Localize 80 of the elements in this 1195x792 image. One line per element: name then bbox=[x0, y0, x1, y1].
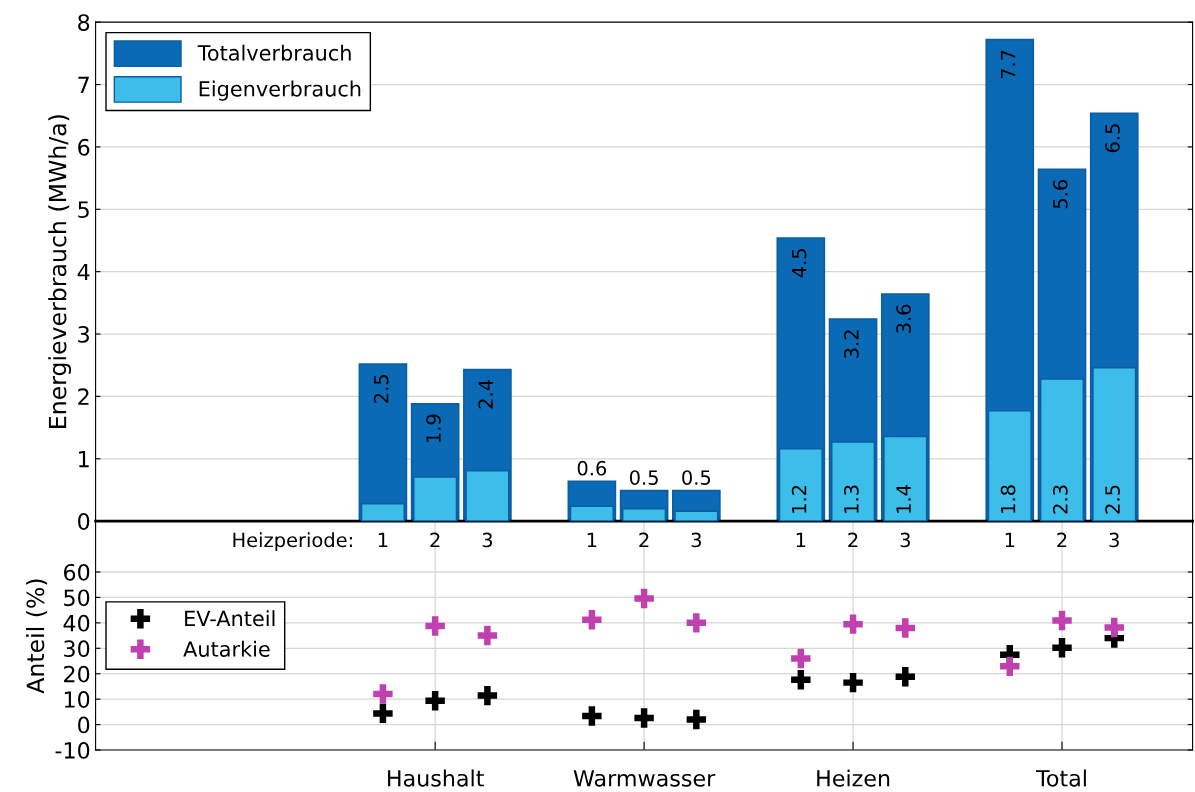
data-label: 4.5 bbox=[792, 249, 807, 278]
point bbox=[477, 625, 498, 646]
point bbox=[373, 684, 393, 704]
point bbox=[895, 618, 916, 638]
point bbox=[895, 667, 916, 687]
x-tick-label: 3 bbox=[1109, 532, 1119, 548]
point bbox=[634, 708, 654, 728]
y-axis-title: Energieverbrauch (MWh/a) bbox=[48, 115, 72, 428]
point bbox=[425, 616, 445, 636]
x-tick-label: 2 bbox=[430, 532, 440, 548]
y-tick-label: -10 bbox=[55, 741, 90, 759]
y-tick-label: 20 bbox=[64, 665, 90, 683]
data-label: 0.5 bbox=[629, 470, 658, 485]
data-label: 1.2 bbox=[791, 485, 807, 513]
data-label: 3.6 bbox=[896, 304, 911, 333]
y-tick-label: 6 bbox=[78, 138, 90, 156]
point bbox=[791, 670, 811, 690]
data-label: 0.5 bbox=[682, 470, 711, 485]
y-tick-label: 10 bbox=[64, 691, 90, 708]
y-tick-label: 30 bbox=[64, 640, 90, 658]
point bbox=[582, 706, 602, 726]
y-tick-label: 40 bbox=[63, 614, 90, 632]
data-label: 1.4 bbox=[896, 485, 911, 513]
point bbox=[373, 703, 393, 724]
data-label: 7.7 bbox=[1000, 50, 1016, 79]
x-tick-label: 2 bbox=[1057, 532, 1067, 548]
y-tick-label: 1 bbox=[79, 451, 89, 468]
point bbox=[582, 610, 602, 630]
point bbox=[791, 648, 811, 669]
data-label: 2.4 bbox=[478, 380, 493, 409]
x-tick-label: Haushalt bbox=[388, 769, 484, 787]
data-label: 2.5 bbox=[1105, 485, 1120, 514]
y-tick-label: 2 bbox=[78, 388, 89, 405]
x-tick-label: Total bbox=[1036, 769, 1086, 787]
point bbox=[425, 690, 445, 711]
point bbox=[843, 672, 863, 693]
y-tick-label: 5 bbox=[78, 201, 89, 219]
x-tick-label: 2 bbox=[848, 532, 858, 548]
point bbox=[634, 588, 654, 609]
x-tick-label: Warmwasser bbox=[573, 770, 716, 787]
legend-label: Eigenverbrauch bbox=[199, 80, 361, 101]
data-label: 1.9 bbox=[426, 414, 441, 443]
legend-label: EV-Anteil bbox=[185, 610, 275, 627]
data-label: 6.5 bbox=[1105, 124, 1120, 153]
x-tick-label: 1 bbox=[378, 532, 388, 548]
x-tick-label: Heizen bbox=[817, 769, 890, 787]
data-label: 5.6 bbox=[1052, 179, 1068, 209]
point bbox=[686, 709, 707, 730]
y-tick-label: 7 bbox=[78, 76, 89, 93]
point bbox=[1052, 610, 1072, 631]
point bbox=[686, 613, 707, 633]
x-tick-label: 3 bbox=[900, 532, 910, 548]
x-tick-label: 1 bbox=[796, 532, 806, 548]
x-tick-label: 1 bbox=[587, 532, 597, 548]
point bbox=[843, 614, 863, 634]
data-label: 1.3 bbox=[843, 485, 859, 513]
y-tick-label: 50 bbox=[64, 589, 90, 607]
y-tick-label: 8 bbox=[78, 14, 90, 31]
point bbox=[1052, 638, 1072, 658]
data-label: 1.8 bbox=[1000, 485, 1016, 513]
legend-label: Autarkie bbox=[183, 640, 270, 657]
annotation: Heizperiode: bbox=[233, 532, 352, 552]
data-label: 0.6 bbox=[577, 460, 607, 476]
data-label: 3.2 bbox=[843, 330, 859, 358]
x-tick-label: 2 bbox=[639, 532, 649, 548]
data-label: 2.3 bbox=[1052, 485, 1068, 514]
x-tick-label: 3 bbox=[482, 532, 493, 548]
point bbox=[1104, 617, 1124, 638]
y-tick-label: 60 bbox=[64, 563, 90, 581]
x-tick-label: 1 bbox=[1005, 532, 1015, 548]
data-label: 2.5 bbox=[373, 375, 389, 403]
point bbox=[477, 685, 498, 706]
y-tick-label: 0 bbox=[78, 716, 90, 734]
x-tick-label: 3 bbox=[691, 532, 701, 548]
point bbox=[1000, 656, 1020, 677]
y-tick-label: 0 bbox=[78, 513, 90, 530]
y-axis-title: Anteil (%) bbox=[26, 579, 48, 694]
y-tick-label: 3 bbox=[78, 325, 89, 343]
y-tick-label: 4 bbox=[77, 263, 90, 281]
legend-label: Totalverbrauch bbox=[197, 44, 351, 61]
